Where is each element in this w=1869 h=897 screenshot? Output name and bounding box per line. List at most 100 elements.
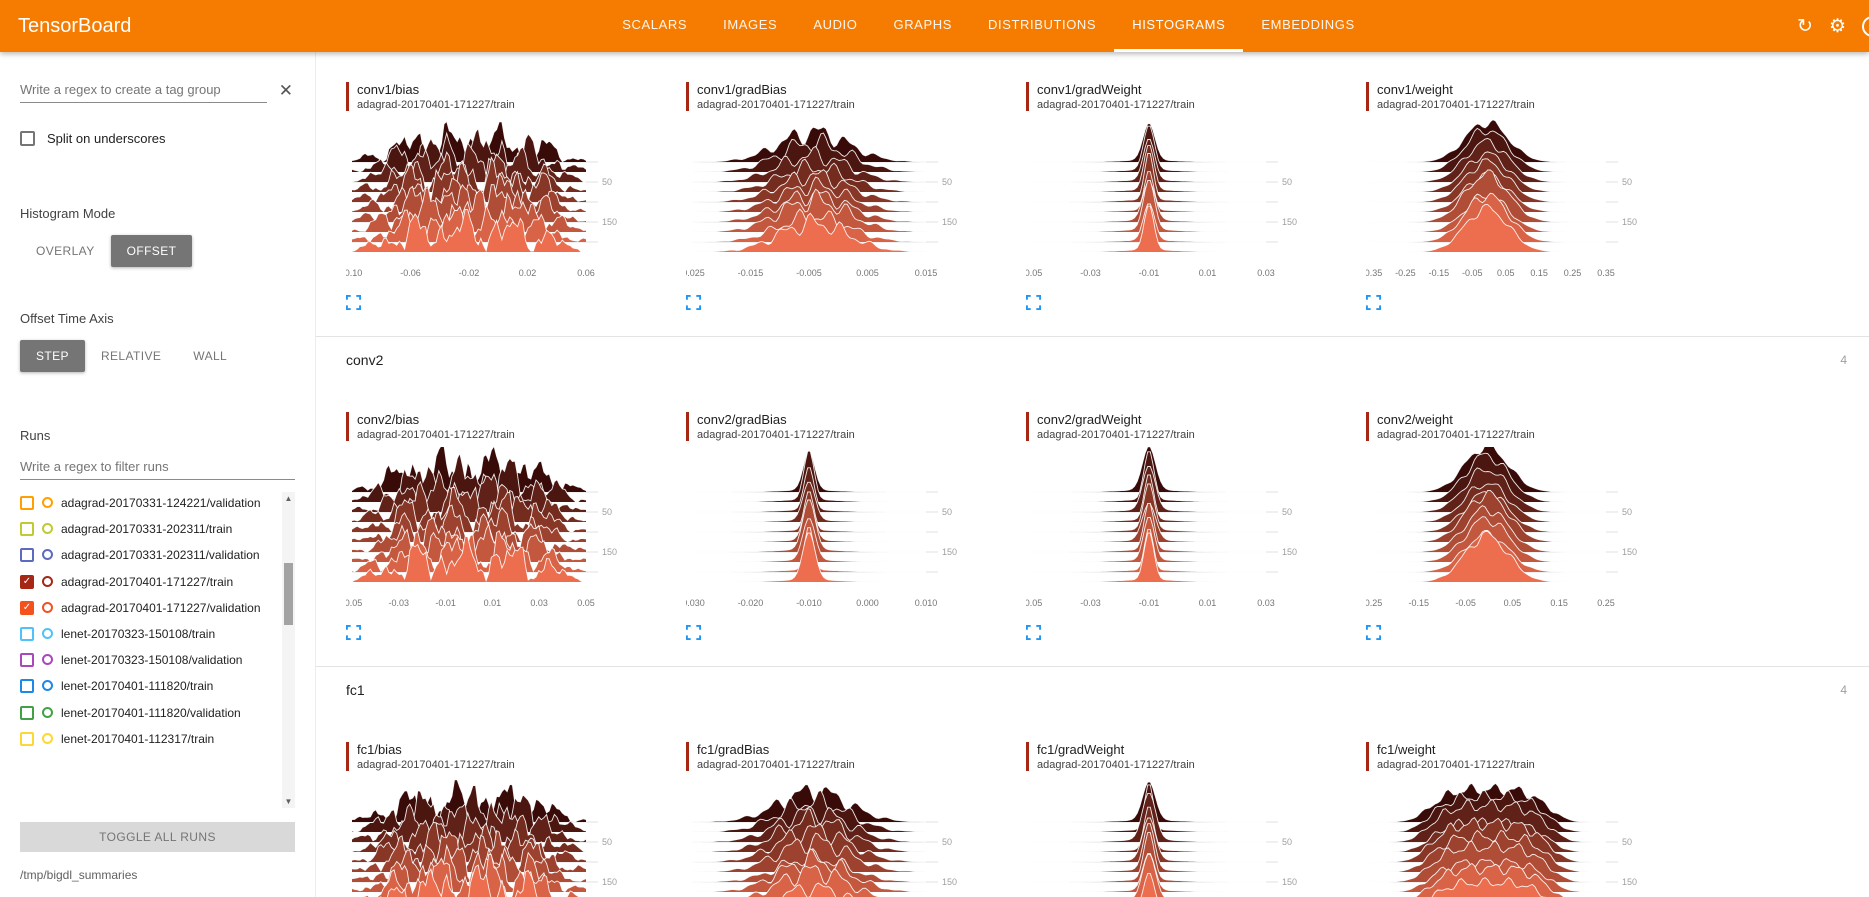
svg-text:0.01: 0.01 [1199, 268, 1217, 278]
run-checkbox[interactable]: ✓ [20, 600, 34, 615]
run-item[interactable]: lenet-20170323-150108/train [20, 621, 277, 647]
tab-histograms[interactable]: HISTOGRAMS [1114, 0, 1244, 52]
card-header: conv2/weight adagrad-20170401-171227/trai… [1366, 412, 1706, 441]
histogram-card: conv1/bias adagrad-20170401-171227/train 5… [346, 82, 686, 310]
histogram-mode-offset[interactable]: OFFSET [110, 235, 193, 267]
expand-card-icon[interactable] [1026, 625, 1041, 640]
checkbox-icon[interactable] [20, 131, 35, 146]
run-color-circle [42, 549, 53, 561]
histogram-chart[interactable]: 50 150 [346, 777, 646, 897]
scrollbar-thumb[interactable] [284, 563, 293, 625]
run-checkbox[interactable]: ✓ [20, 574, 34, 589]
svg-text:0.03: 0.03 [1257, 598, 1275, 608]
tag-regex-input[interactable] [20, 78, 267, 103]
run-checkbox[interactable] [20, 653, 34, 668]
tab-distributions[interactable]: DISTRIBUTIONS [988, 17, 1097, 32]
expand-card-icon[interactable] [1366, 625, 1381, 640]
scroll-down-icon[interactable]: ▼ [284, 797, 293, 806]
close-icon[interactable]: ✕ [278, 80, 293, 100]
run-item[interactable]: lenet-20170401-111820/validation [20, 700, 277, 726]
run-item[interactable]: adagrad-20170331-202311/train [20, 516, 277, 542]
card-title-block: conv2/gradWeight adagrad-20170401-171227/… [1037, 412, 1195, 441]
tag-group-count: 4 [1840, 682, 1847, 697]
histogram-chart[interactable]: 50 150 -0.05 -0.03 -0.01 0.01 0.03 [1026, 117, 1326, 283]
svg-text:0.03: 0.03 [1257, 268, 1275, 278]
run-item[interactable]: lenet-20170401-112317/train [20, 726, 277, 752]
tag-group-header-fc1[interactable]: fc1 4 [316, 666, 1869, 712]
runs-regex-input[interactable] [20, 455, 295, 480]
page-content: ✕ Split on underscores Histogram Mode OV… [0, 52, 1869, 897]
card-title-block: conv1/gradBias adagrad-20170401-171227/tr… [697, 82, 855, 111]
card-header: conv2/bias adagrad-20170401-171227/train [346, 412, 686, 441]
histogram-chart[interactable]: 50 150 [686, 777, 986, 897]
run-item[interactable]: ✓ adagrad-20170401-171227/validation [20, 595, 277, 621]
tag-group-header-conv2[interactable]: conv2 4 [316, 336, 1869, 382]
scrollbar-track[interactable] [282, 505, 295, 795]
sidebar: ✕ Split on underscores Histogram Mode OV… [0, 52, 316, 897]
expand-card-icon[interactable] [1026, 295, 1041, 310]
svg-text:-0.25: -0.25 [1366, 598, 1382, 608]
tag-group-title: conv2 [346, 351, 384, 368]
histogram-card: fc1/weight adagrad-20170401-171227/train 5… [1366, 742, 1706, 897]
svg-text:150: 150 [1282, 877, 1297, 887]
time-axis-wall[interactable]: WALL [177, 340, 243, 372]
run-checkbox[interactable] [20, 548, 34, 563]
histogram-chart[interactable]: 50 150 -0.05 -0.03 -0.01 0.01 0.03 0.05 [346, 447, 646, 613]
run-color-marker [346, 82, 349, 111]
histogram-chart[interactable]: 50 150 [1026, 777, 1326, 897]
run-item[interactable]: adagrad-20170331-202311/validation [20, 542, 277, 568]
card-run-name: adagrad-20170401-171227/train [697, 429, 855, 441]
run-item[interactable]: ✓ adagrad-20170401-171227/train [20, 569, 277, 595]
run-checkbox[interactable] [20, 496, 34, 510]
runs-scrollbar[interactable]: ▲ ▼ [282, 492, 295, 808]
expand-card-icon[interactable] [1366, 295, 1381, 310]
run-color-circle [42, 523, 53, 535]
card-run-name: adagrad-20170401-171227/train [357, 429, 515, 441]
expand-card-icon[interactable] [686, 625, 701, 640]
expand-card-icon[interactable] [346, 625, 361, 640]
run-checkbox[interactable] [20, 705, 34, 720]
card-title: fc1/gradBias [697, 742, 770, 757]
run-item[interactable]: lenet-20170323-150108/validation [20, 647, 277, 673]
histogram-chart[interactable]: 50 150 -0.25 -0.15 -0.05 0.05 0.15 0.25 [1366, 447, 1666, 613]
card-title: fc1/bias [357, 742, 402, 757]
tab-images[interactable]: IMAGES [723, 17, 778, 32]
card-run-name: adagrad-20170401-171227/train [357, 759, 515, 771]
split-underscores-checkbox[interactable]: Split on underscores [20, 131, 295, 146]
tag-group-count: 4 [1840, 352, 1847, 367]
run-item[interactable]: lenet-20170401-111820/train [20, 673, 277, 699]
svg-text:50: 50 [1622, 507, 1632, 517]
scroll-up-icon[interactable]: ▲ [284, 494, 293, 503]
histogram-chart[interactable]: 50 150 -0.10 -0.06 -0.02 0.02 0.06 [346, 117, 646, 283]
histogram-chart[interactable]: 50 150 -0.025 -0.015 -0.005 0.005 0.015 [686, 117, 986, 283]
run-checkbox[interactable] [20, 731, 34, 746]
run-checkbox[interactable] [20, 626, 34, 641]
run-checkbox[interactable] [20, 522, 34, 537]
run-item[interactable]: adagrad-20170331-124221/validation [20, 490, 277, 516]
expand-card-icon[interactable] [686, 295, 701, 310]
time-axis-step[interactable]: STEP [20, 340, 85, 372]
expand-card-icon[interactable] [346, 295, 361, 310]
tab-graphs[interactable]: GRAPHS [893, 17, 952, 32]
svg-text:50: 50 [602, 837, 612, 847]
refresh-icon[interactable]: ↻ [1797, 15, 1813, 37]
svg-text:150: 150 [602, 877, 617, 887]
time-axis-relative[interactable]: RELATIVE [85, 340, 177, 372]
tab-embeddings[interactable]: EMBEDDINGS [1261, 17, 1355, 32]
histogram-chart[interactable]: 50 150 -0.35 -0.25 -0.15 -0.05 0.05 0.15 0.25 0.3… [1366, 117, 1666, 283]
help-icon[interactable]: ? [1862, 15, 1869, 37]
histogram-chart[interactable]: 50 150 -0.05 -0.03 -0.01 0.01 0.03 [1026, 447, 1326, 613]
histogram-mode-overlay[interactable]: OVERLAY [20, 235, 111, 267]
histogram-chart[interactable]: 50 150 [1366, 777, 1666, 897]
tab-audio[interactable]: AUDIO [813, 17, 858, 32]
histogram-chart[interactable]: 50 150 -0.030 -0.020 -0.010 0.000 0.010 [686, 447, 986, 613]
tab-scalars[interactable]: SCALARS [622, 17, 688, 32]
toggle-all-runs-button[interactable]: TOGGLE ALL RUNS [20, 822, 295, 852]
card-header: fc1/weight adagrad-20170401-171227/train [1366, 742, 1706, 771]
svg-text:0.000: 0.000 [856, 598, 879, 608]
svg-text:0.05: 0.05 [577, 598, 595, 608]
histogram-mode-toggle: OVERLAY OFFSET [20, 235, 295, 267]
settings-icon[interactable]: ⚙ [1828, 15, 1846, 37]
run-checkbox[interactable] [20, 679, 34, 694]
run-color-marker [1026, 742, 1029, 771]
